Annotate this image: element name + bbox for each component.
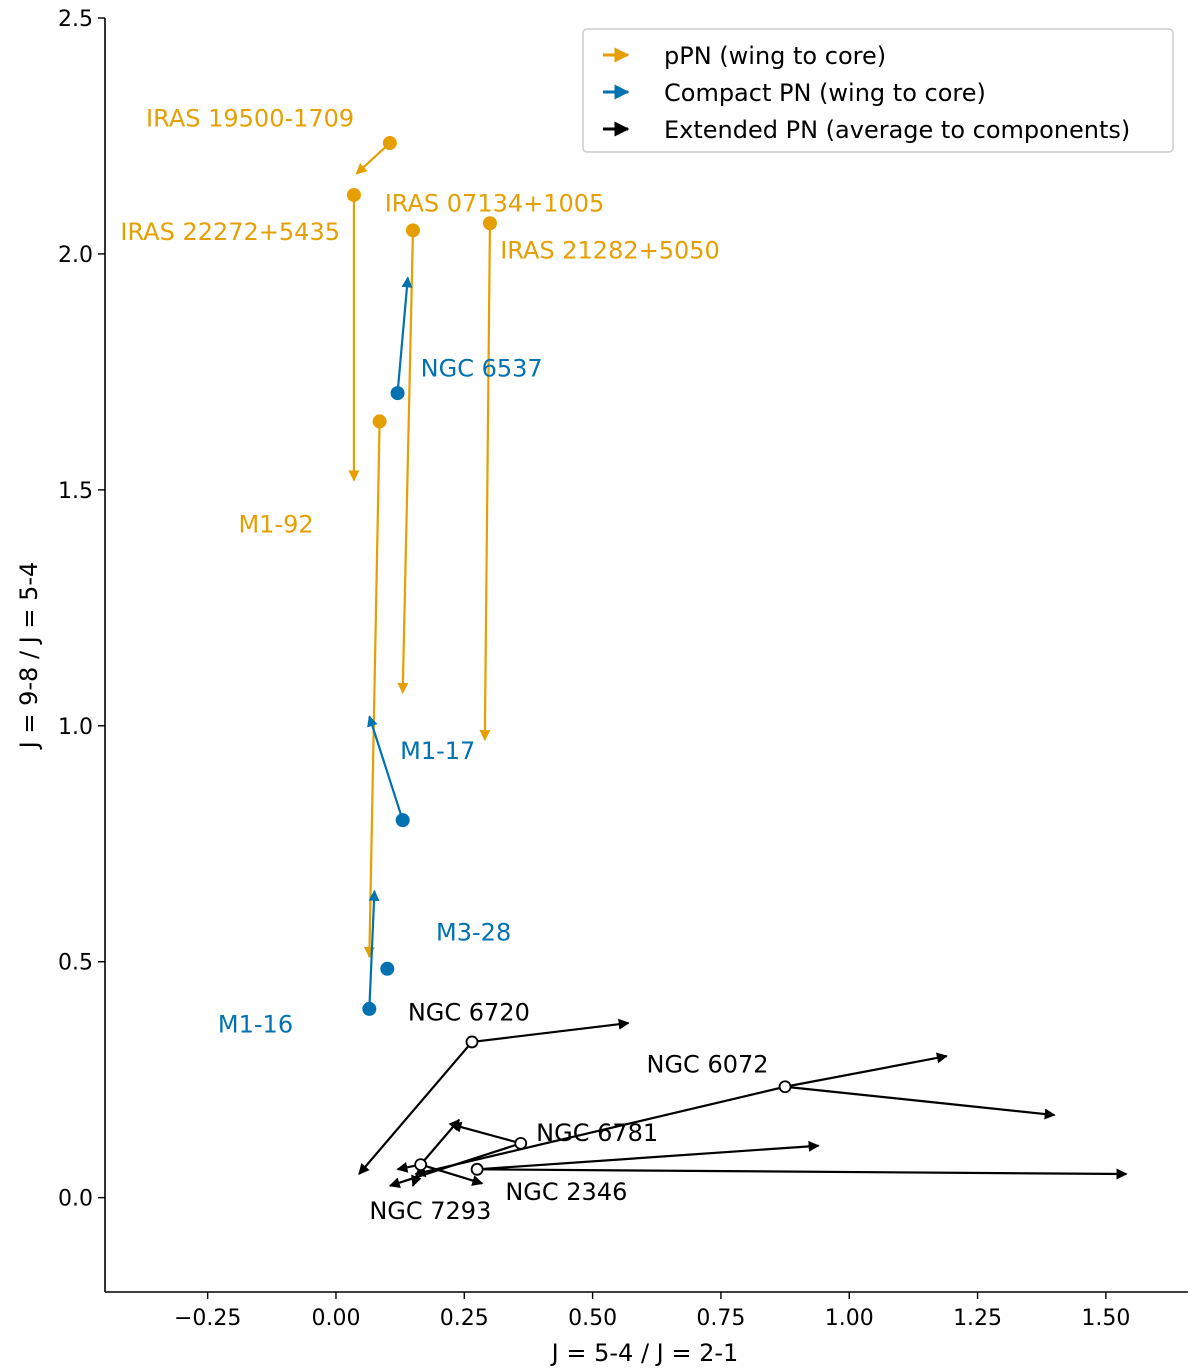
x-tick-label: −0.25 [174,1306,241,1331]
m1-17-label: M1-17 [400,737,475,765]
ngc-6072-arrow [414,1085,786,1178]
legend-frame [582,28,1174,153]
legend-label-compact: Compact PN (wing to core) [664,79,986,107]
ngc-7293-arrow [419,1118,460,1166]
ngc-7293-label: NGC 7293 [369,1197,491,1225]
legend-label-extended: Extended PN (average to components) [664,116,1130,144]
ngc-2346-point [470,1162,484,1176]
iras-21282-5050-point [482,216,497,231]
m1-17-arrow [367,715,404,821]
ngc-6072-arrow [784,1085,1056,1120]
x-tick-label: 0.50 [568,1306,617,1331]
plot-area [346,136,1128,1189]
iras-19500-1709-arrow [355,142,391,175]
ngc-6720-label: NGC 6720 [408,999,530,1027]
m3-28-point [380,961,395,976]
ngc-7293-point [414,1158,428,1171]
ngc-7293-arrow [420,1163,484,1186]
y-tick-label: 2.5 [58,7,93,32]
ngc-6781-arrow [388,1142,522,1189]
ngc-2346-arrow [477,1168,1128,1180]
iras-19500-1709-label: IRAS 19500-1709 [146,105,354,133]
ngc-6781-point [514,1136,528,1150]
ngc-2346-label: NGC 2346 [505,1178,627,1206]
x-tick-label: 0.25 [440,1306,489,1331]
m1-92-label: M1-92 [238,510,313,538]
ngc-2346-arrow [477,1140,820,1171]
ngc-6537-point [390,386,405,401]
legend: pPN (wing to core) Compact PN (wing to co… [582,28,1174,153]
ngc-6072-point [778,1080,792,1094]
ngc-6537-arrow [396,276,413,394]
x-axis-label: J = 5-4 / J = 2-1 [550,1339,739,1367]
iras-07134-1005-arrow [397,230,415,694]
ngc-6072-label: NGC 6072 [647,1051,769,1079]
m1-16-arrow [368,889,380,1009]
iras-21282-5050-label: IRAS 21282+5050 [500,237,720,265]
m3-28-label: M3-28 [436,918,511,946]
iras-07134-1005-label: IRAS 07134+1005 [385,189,605,217]
m1-92-arrow [364,421,381,959]
y-tick-label: 2.0 [58,243,93,268]
m1-16-label: M1-16 [218,1010,293,1038]
ngc-6781-label: NGC 6781 [536,1119,658,1147]
object-labels: IRAS 19500-1709 IRAS 22272+5435 IRAS 07134… [120,105,768,1225]
y-tick-label: 0.5 [58,951,93,976]
ngc-6072-arrow [784,1052,948,1088]
m1-16-point [362,1001,377,1016]
ngc-6720-arrow [471,1018,630,1044]
x-tick-label: 1.25 [953,1306,1002,1331]
m1-17-point [395,813,410,828]
x-axis-ticks: −0.25 0.00 0.25 0.50 0.75 1.00 1.25 1.50 [174,1292,1130,1331]
y-axis-label: J = 9-8 / J = 5-4 [15,562,43,751]
ngc-6720-point [465,1035,479,1049]
axes [104,18,1188,1293]
x-tick-label: 1.50 [1081,1306,1130,1331]
legend-label-ppn: pPN (wing to core) [664,42,886,70]
iras-21282-5050-arrow [479,223,492,742]
iras-22272-5435-point [346,187,361,202]
m1-92-point [372,414,387,429]
iras-22272-5435-label: IRAS 22272+5435 [120,218,340,246]
y-tick-label: 0.0 [58,1187,93,1212]
iras-19500-1709-point [382,136,397,151]
x-tick-label: 0.75 [696,1306,745,1331]
y-tick-label: 1.0 [58,715,93,740]
iras-07134-1005-point [405,223,420,238]
y-axis-ticks: 0.0 0.5 1.0 1.5 2.0 2.5 [58,7,105,1212]
x-tick-label: 0.00 [311,1306,360,1331]
ngc-6781-arrow [450,1121,522,1145]
y-tick-label: 1.5 [58,479,93,504]
ngc-6537-label: NGC 6537 [421,355,543,383]
ngc-6720-arrow [358,1041,473,1175]
x-tick-label: 1.00 [825,1306,874,1331]
